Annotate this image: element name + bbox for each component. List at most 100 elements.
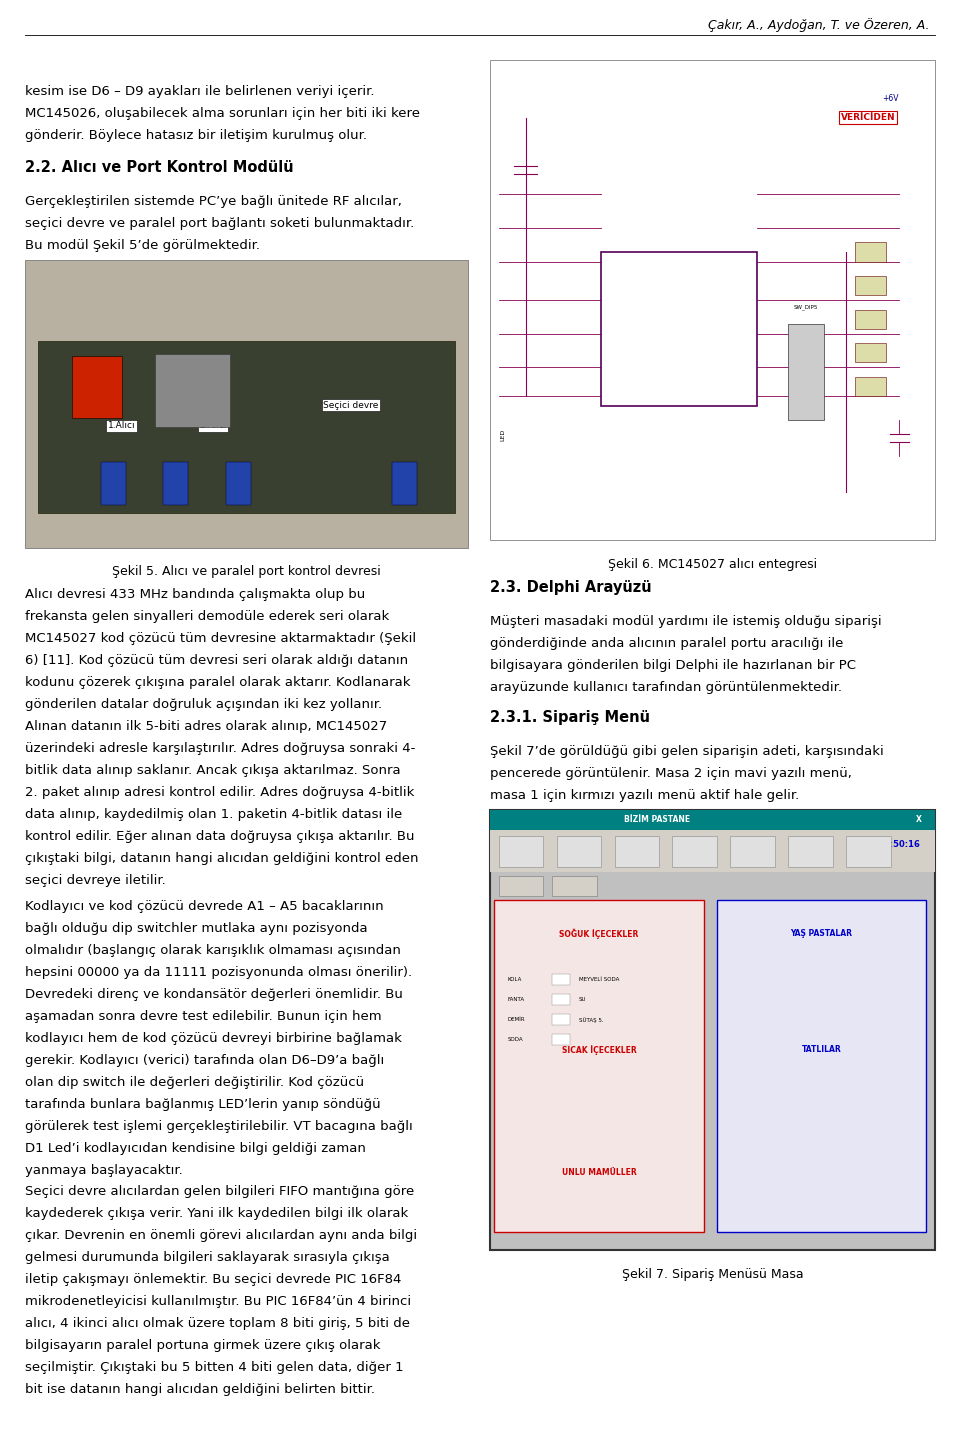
Text: +6V: +6V (882, 94, 899, 103)
Text: 6) [11]. Kod çözücü tüm devresi seri olarak aldığı datanın: 6) [11]. Kod çözücü tüm devresi seri ola… (25, 654, 408, 667)
Bar (855, 309, 886, 329)
Bar (614, 836, 660, 868)
Bar (788, 323, 824, 420)
Text: kontrol edilir. Eğer alınan data doğruysa çıkışa aktarılır. Bu: kontrol edilir. Eğer alınan data doğruys… (25, 830, 415, 843)
Bar (552, 877, 597, 895)
Text: KOLA: KOLA (508, 978, 522, 982)
Text: bit ise datanın hangi alıcıdan geldiğini belirten bittir.: bit ise datanın hangi alıcıdan geldiğini… (25, 1383, 375, 1396)
Text: olan dip switch ile değerleri değiştirilir. Kod çözücü: olan dip switch ile değerleri değiştiril… (25, 1076, 364, 1089)
Text: frekansta gelen sinyalleri demodüle ederek seri olarak: frekansta gelen sinyalleri demodüle eder… (25, 609, 389, 622)
Text: MC145027 kod çözücü tüm devresine aktarmaktadır (Şekil: MC145027 kod çözücü tüm devresine aktarm… (25, 632, 416, 645)
Text: kaydederek çıkışa verir. Yani ilk kaydedilen bilgi ilk olarak: kaydederek çıkışa verir. Yani ilk kayded… (25, 1207, 408, 1220)
Text: masa 1 için kırmızı yazılı menü aktif hale gelir.: masa 1 için kırmızı yazılı menü aktif ha… (490, 788, 800, 801)
Text: Vss          Vdd: Vss Vdd (653, 339, 706, 348)
Text: çıkar. Devrenin en önemli görevi alıcılardan aynı anda bilgi: çıkar. Devrenin en önemli görevi alıcıla… (25, 1229, 418, 1242)
Text: gerekir. Kodlayıcı (verici) tarafında olan D6–D9’a bağlı: gerekir. Kodlayıcı (verici) tarafında ol… (25, 1054, 384, 1067)
Bar (72, 357, 122, 419)
Bar (717, 900, 926, 1232)
Text: Şekil 7. Sipariş Menüsü Masa: Şekil 7. Sipariş Menüsü Masa (622, 1268, 804, 1281)
Text: Şekil 6. MC145027 alıcı entegresi: Şekil 6. MC145027 alıcı entegresi (608, 557, 817, 570)
Text: 2.3. Delphi Arayüzü: 2.3. Delphi Arayüzü (490, 580, 652, 595)
Bar (552, 993, 570, 1005)
Bar (490, 810, 935, 1251)
Text: Şekil 5. Alıcı ve paralel port kontrol devresi: Şekil 5. Alıcı ve paralel port kontrol d… (112, 565, 381, 578)
Text: 2. paket alınıp adresi kontrol edilir. Adres doğruysa 4-bitlik: 2. paket alınıp adresi kontrol edilir. A… (25, 786, 415, 799)
Text: gönderilen datalar doğruluk açışından iki kez yollanır.: gönderilen datalar doğruluk açışından ik… (25, 697, 382, 710)
Bar (855, 344, 886, 362)
Bar (25, 260, 468, 549)
Text: SODA: SODA (508, 1037, 523, 1043)
Text: bağlı olduğu dip switchler mutlaka aynı pozisyonda: bağlı olduğu dip switchler mutlaka aynı … (25, 923, 368, 936)
Bar (855, 377, 886, 396)
Text: Devredeki direnç ve kondansätör değerleri önemlidir. Bu: Devredeki direnç ve kondansätör değerler… (25, 988, 403, 1001)
Text: kodlayıcı hem de kod çözücü devreyi birbirine bağlamak: kodlayıcı hem de kod çözücü devreyi birb… (25, 1032, 402, 1045)
Text: SOĞUK İÇECEKLER: SOĞUK İÇECEKLER (560, 928, 638, 939)
Bar (163, 462, 188, 505)
Text: Çıkış: Çıkış (862, 849, 874, 855)
Text: görülerek test işlemi gerçekleştirilebilir. VT bacagına bağlı: görülerek test işlemi gerçekleştirilebil… (25, 1121, 413, 1134)
Text: Alınan datanın ilk 5-biti adres olarak alınıp, MC145027: Alınan datanın ilk 5-biti adres olarak a… (25, 721, 387, 734)
Text: gelmesi durumunda bilgileri saklayarak sırasıyla çıkışa: gelmesi durumunda bilgileri saklayarak s… (25, 1251, 390, 1264)
Text: yanmaya başlayacaktır.: yanmaya başlayacaktır. (25, 1164, 182, 1177)
Text: kodunu çözerek çıkışına paralel olarak aktarır. Kodlanarak: kodunu çözerek çıkışına paralel olarak a… (25, 676, 411, 689)
Text: gönderdiğinde anda alıcının paralel portu aracılığı ile: gönderdiğinde anda alıcının paralel port… (490, 637, 844, 650)
Text: mikrodenetleyicisi kullanılmıştır. Bu PIC 16F84’ün 4 birinci: mikrodenetleyicisi kullanılmıştır. Bu PI… (25, 1295, 411, 1308)
Text: seçici devreye iletilir.: seçici devreye iletilir. (25, 874, 166, 887)
Text: Seçici devre alıcılardan gelen bilgileri FIFO mantığına göre: Seçici devre alıcılardan gelen bilgileri… (25, 1186, 415, 1199)
Text: 14:50:16: 14:50:16 (878, 840, 921, 849)
Text: Bu modül Şekil 5’de görülmektedir.: Bu modül Şekil 5’de görülmektedir. (25, 240, 260, 253)
Text: Kodlayıcı ve kod çözücü devrede A1 – A5 bacaklarının: Kodlayıcı ve kod çözücü devrede A1 – A5 … (25, 900, 384, 913)
Text: hepsini 00000 ya da 11111 pozisyonunda olması önerilir).: hepsini 00000 ya da 11111 pozisyonunda o… (25, 966, 412, 979)
Text: olmalıdır (başlangıç olarak karışıklık olmaması açısından: olmalıdır (başlangıç olarak karışıklık o… (25, 944, 401, 957)
Text: Müşteri masadaki modül yardımı ile istemiş olduğu siparişi: Müşteri masadaki modül yardımı ile istem… (490, 615, 881, 628)
Bar (552, 1034, 570, 1045)
Text: MEYVELİ SODA: MEYVELİ SODA (579, 978, 619, 982)
Bar (552, 975, 570, 985)
Text: çıkıştaki bilgi, datanın hangi alıcıdan geldiğini kontrol eden: çıkıştaki bilgi, datanın hangi alıcıdan … (25, 852, 419, 865)
Text: arayüzunde kullanıcı tarafından görüntülenmektedir.: arayüzunde kullanıcı tarafından görüntül… (490, 682, 842, 695)
Bar (226, 462, 251, 505)
Text: SİPARİŞ
LİSTE: SİPARİŞ LİSTE (569, 846, 588, 858)
Text: YAŞ PASTALAR: YAŞ PASTALAR (790, 928, 852, 939)
Bar (855, 243, 886, 261)
Bar (788, 836, 832, 868)
Bar (393, 462, 418, 505)
Text: 1.Alıcı: 1.Alıcı (108, 422, 135, 430)
Text: bilgisayarın paralel portuna girmek üzere çıkış olarak: bilgisayarın paralel portuna girmek üzer… (25, 1339, 380, 1352)
Bar (101, 462, 126, 505)
Text: VERİCİDEN: VERİCİDEN (841, 113, 896, 123)
Text: kesim ise D6 – D9 ayakları ile belirlenen veriyi içerir.: kesim ise D6 – D9 ayakları ile belirlene… (25, 85, 374, 98)
Text: alıcı, 4 ikinci alıcı olmak üzere toplam 8 biti giriş, 5 biti de: alıcı, 4 ikinci alıcı olmak üzere toplam… (25, 1317, 410, 1330)
Text: UNLU MAMÜLLER: UNLU MAMÜLLER (562, 1168, 636, 1177)
Text: Gerçekleştirilen sistemde PC’ye bağlı ünitede RF alıcılar,: Gerçekleştirilen sistemde PC’ye bağlı ün… (25, 195, 402, 208)
Bar (499, 877, 543, 895)
Text: BİZİM PASTANE: BİZİM PASTANE (623, 816, 689, 825)
Text: MASA 1: MASA 1 (505, 881, 538, 891)
Bar (601, 253, 757, 406)
Text: Şekil 7’de görüldüğü gibi gelen siparişin adeti, karşısındaki: Şekil 7’de görüldüğü gibi gelen siparişi… (490, 745, 884, 758)
Text: Çakır, A., Aydoğan, T. ve Özeren, A.: Çakır, A., Aydoğan, T. ve Özeren, A. (708, 17, 930, 32)
Text: SICAK İÇECEKLER: SICAK İÇECEKLER (562, 1044, 636, 1054)
Text: seçici devre ve paralel port bağlantı soketi bulunmaktadır.: seçici devre ve paralel port bağlantı so… (25, 217, 415, 230)
Bar (38, 341, 455, 514)
Bar (846, 836, 891, 868)
Text: FANTA: FANTA (508, 998, 525, 1002)
Text: X: X (916, 816, 922, 825)
Bar (494, 900, 704, 1232)
Text: Seçici devre: Seçici devre (323, 401, 378, 410)
Text: SİPARİŞ
MENÜ: SİPARİŞ MENÜ (512, 846, 531, 858)
Text: bilgisayara gönderilen bilgi Delphi ile hazırlanan bir PC: bilgisayara gönderilen bilgi Delphi ile … (490, 658, 856, 671)
Bar (557, 836, 601, 868)
Bar (731, 836, 775, 868)
Bar (855, 276, 886, 295)
Text: pencerede görüntülenir. Masa 2 için mavi yazılı menü,: pencerede görüntülenir. Masa 2 için mavi… (490, 767, 852, 780)
Text: iletip çakışmayı önlemektir. Bu seçici devrede PIC 16F84: iletip çakışmayı önlemektir. Bu seçici d… (25, 1274, 401, 1287)
Text: MC 145027: MC 145027 (646, 309, 711, 319)
Text: DEMİR: DEMİR (508, 1017, 525, 1022)
Text: LED: LED (501, 429, 506, 440)
Text: Hakkında: Hakkında (799, 849, 822, 855)
Text: RAPORLAR: RAPORLAR (739, 849, 766, 855)
Bar (490, 830, 935, 872)
Text: SW_DIP5: SW_DIP5 (794, 303, 818, 309)
Text: 2.Alıcı: 2.Alıcı (200, 422, 227, 430)
